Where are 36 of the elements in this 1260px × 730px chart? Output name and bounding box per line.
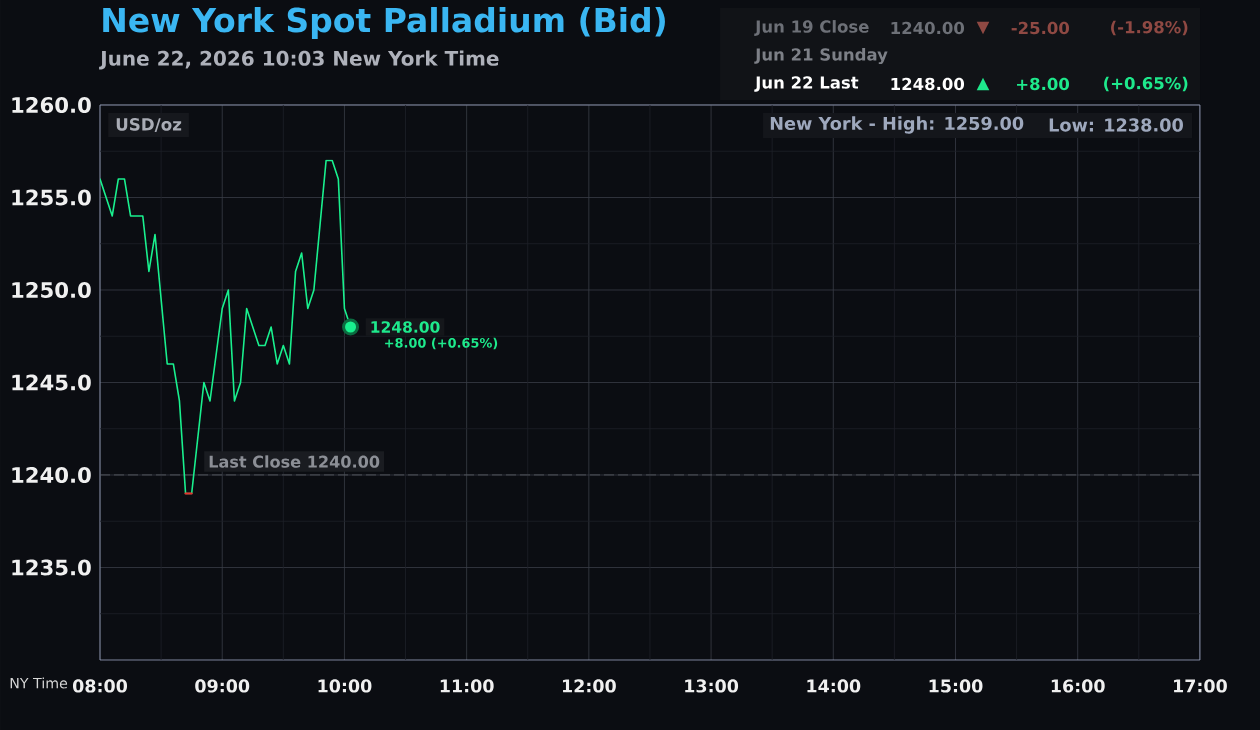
x-tick-label: 16:00 [1051, 679, 1105, 693]
x-axis-title: NY Time [10, 677, 68, 689]
text: (+0.65%) [1104, 76, 1188, 92]
text: +8.00 [1017, 77, 1070, 91]
annotation: Low: 1238.00 [1049, 118, 1183, 132]
text: 1248.00 [891, 77, 965, 91]
chart-title: New York Spot Palladium (Bid) [103, 7, 665, 39]
annotation: New York - High: 1259.00 [770, 116, 1024, 134]
text: 1240.00 [891, 21, 965, 35]
ref-line-label: Last Close 1240.00 [209, 455, 380, 468]
text: ▼ [976, 21, 990, 35]
y-tick-label: 1235.0 [12, 559, 91, 576]
y-tick-label: 1245.0 [12, 374, 91, 391]
text: -25.00 [1011, 21, 1070, 35]
y-tick-label: 1240.0 [12, 466, 91, 483]
x-tick-label: 12:00 [562, 679, 616, 693]
text: Jun 21 Sunday [754, 47, 888, 65]
x-tick-label: 11:00 [440, 679, 494, 693]
chart-subtitle: June 22, 2026 10:03 New York Time [99, 50, 499, 70]
y-axis-title: USD/oz [116, 118, 182, 132]
y-tick-label: 1255.0 [12, 189, 91, 206]
y-tick-label: 1250.0 [12, 281, 91, 298]
annotation: 1248.00 [371, 321, 440, 333]
x-tick-label: 09:00 [195, 679, 250, 693]
text: Jun 22 Last [754, 76, 859, 92]
x-tick-label: 13:00 [685, 679, 739, 693]
text: ▲ [976, 77, 990, 91]
x-tick-label: 08:00 [72, 679, 128, 693]
x-tick-label: 17:00 [1174, 679, 1227, 693]
x-tick-label: 10:00 [318, 679, 372, 693]
x-tick-label: 14:00 [807, 679, 861, 693]
text: Jun 19 Close [754, 20, 869, 36]
y-tick-label: 1260.0 [12, 96, 91, 114]
annotation: +8.00 (+0.65%) [385, 337, 498, 350]
text: (-1.98%) [1111, 20, 1188, 36]
x-tick-label: 15:00 [929, 679, 983, 693]
